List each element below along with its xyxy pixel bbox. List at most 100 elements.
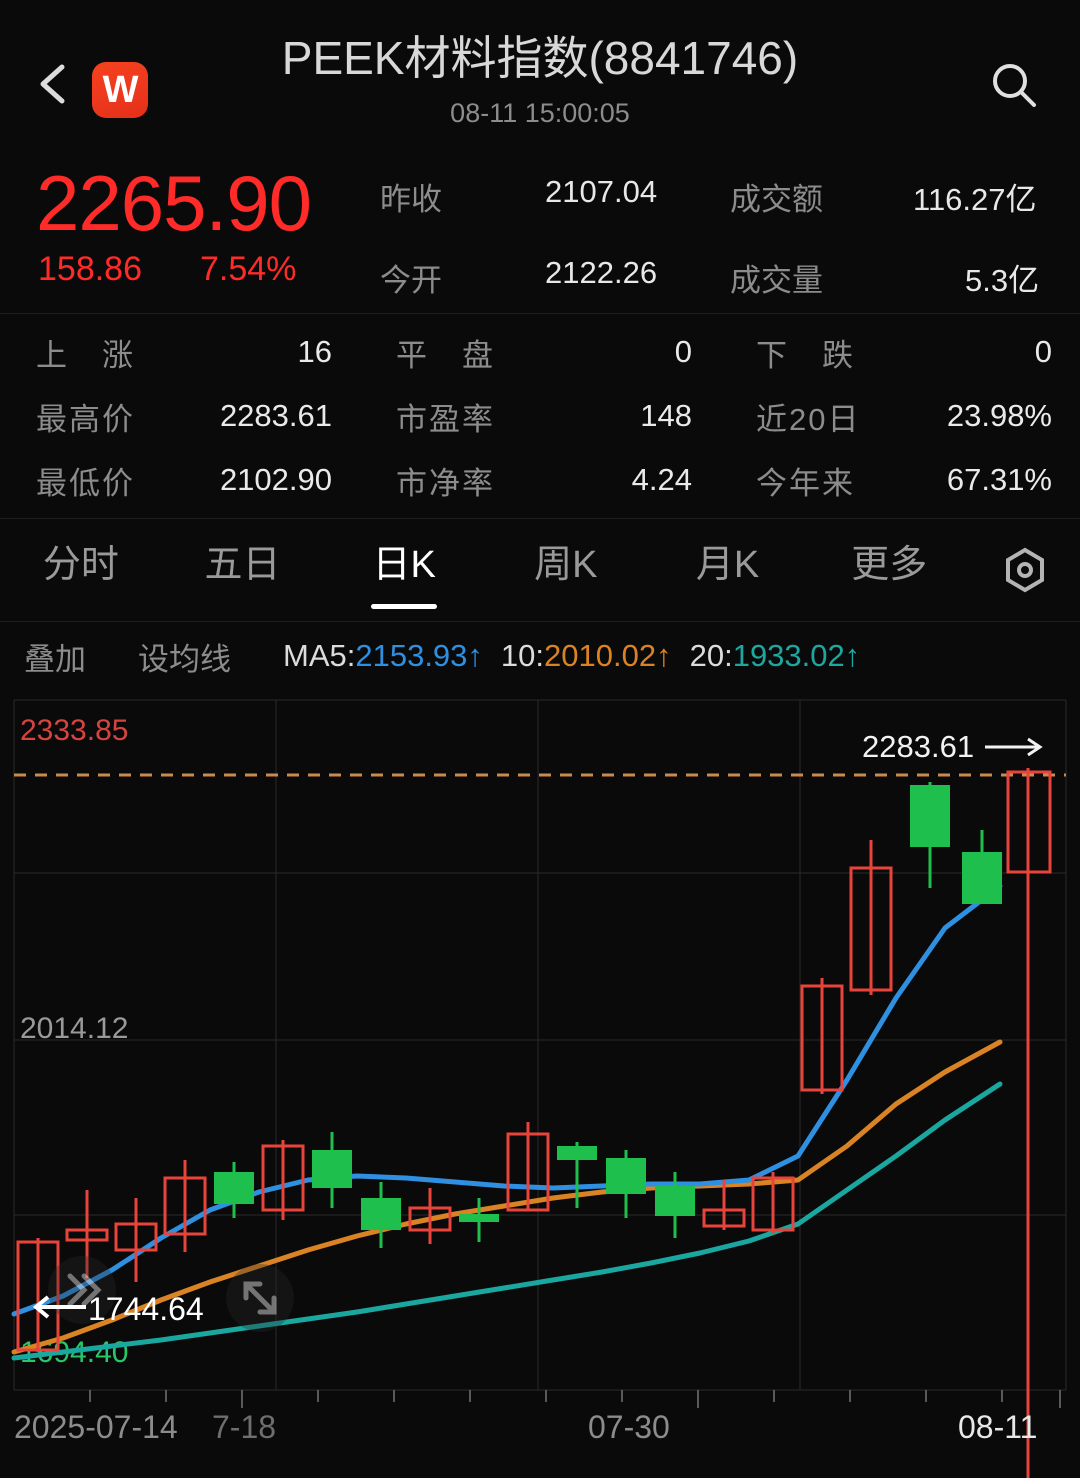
- tab-daily-k[interactable]: 日K: [323, 519, 485, 621]
- x-axis-label-third: 07-30: [588, 1409, 670, 1445]
- app-logo[interactable]: W: [92, 62, 148, 118]
- chart-background: [0, 690, 1080, 1478]
- stats-row: 最低价 2102.90 市净率 4.24 今年来 67.31%: [0, 448, 1080, 512]
- turnover-label: 成交额: [730, 182, 823, 217]
- stat-label: 市盈率: [396, 401, 495, 437]
- tab-more[interactable]: 更多: [851, 544, 928, 586]
- candle: [16, 1238, 60, 1352]
- stat-value: 16: [297, 334, 332, 369]
- stat-unchanged: 平 盘 0: [360, 330, 720, 375]
- stats-grid: 上 涨 16 平 盘 0 下 跌 0 最高价 2283.61 市盈率 148 近: [0, 314, 1080, 519]
- candle: [459, 1198, 499, 1242]
- x-axis-ticks: [89, 1390, 1061, 1408]
- quote-block: 2265.90 158.86 7.54% 昨收 2107.04 成交额 116.…: [0, 150, 1080, 314]
- tab-five-day[interactable]: 五日: [204, 544, 281, 586]
- stat-value: 67.31%: [946, 462, 1052, 497]
- stat-low: 最低价 2102.90: [0, 458, 360, 503]
- last-price: 2265.90: [36, 159, 312, 247]
- stat-label: 平 盘: [396, 337, 495, 373]
- turnover-value: 116.27亿: [913, 182, 1037, 217]
- tab-weekly-k[interactable]: 周K: [534, 544, 598, 586]
- x-axis-label-start: 2025-07-14: [14, 1409, 178, 1445]
- candle-last: [1006, 768, 1052, 1478]
- stat-value: 148: [640, 398, 692, 433]
- tab-intraday[interactable]: 分时: [42, 544, 119, 586]
- ma10-arrow-icon: ↑: [656, 638, 672, 673]
- ma10-value: 2010.02: [544, 638, 657, 673]
- candle: [557, 1142, 597, 1208]
- back-chevron-icon[interactable]: [36, 62, 70, 106]
- ma10-label: 10:: [500, 638, 545, 673]
- stat-value: 0: [674, 334, 692, 369]
- stat-label: 今年来: [756, 465, 855, 501]
- tab-monthly-k[interactable]: 月K: [695, 544, 760, 586]
- ma20-label: 20:: [689, 638, 733, 673]
- candle: [849, 840, 893, 995]
- low-annotation-label: 1744.64: [88, 1291, 204, 1327]
- stats-row: 上 涨 16 平 盘 0 下 跌 0: [0, 320, 1080, 384]
- set-ma-button[interactable]: 设均线: [138, 641, 231, 677]
- stat-label: 最低价: [36, 465, 135, 501]
- candle: [163, 1160, 207, 1252]
- stat-pb-ratio: 市净率 4.24: [360, 458, 720, 503]
- low-annotation-arrow-icon: [32, 1295, 86, 1319]
- stat-decliners: 下 跌 0: [720, 330, 1080, 375]
- stat-high: 最高价 2283.61: [0, 394, 360, 439]
- ma5-arrow-icon: ↑: [467, 638, 483, 673]
- candle: [506, 1122, 550, 1212]
- candle: [114, 1198, 158, 1282]
- high-annotation-arrow-icon: [985, 737, 1043, 757]
- ma5-value: 2153.93: [355, 638, 468, 673]
- search-icon[interactable]: [986, 58, 1042, 114]
- stat-label: 上 涨: [36, 337, 135, 373]
- candlestick-chart[interactable]: 2333.85 2014.12 1694.40 2283.61: [0, 690, 1080, 1478]
- volume-label: 成交量: [730, 263, 823, 298]
- price-change-percent: 7.54%: [200, 250, 297, 288]
- quote-timestamp: 08-11 15:00:05: [450, 98, 630, 128]
- stats-row: 最高价 2283.61 市盈率 148 近20日 23.98%: [0, 384, 1080, 448]
- candle: [800, 978, 844, 1094]
- ma20-value: 1933.02: [732, 638, 845, 673]
- candle: [910, 782, 950, 888]
- price-change: 158.86: [38, 250, 142, 288]
- stat-value: 23.98%: [946, 398, 1052, 433]
- stat-label: 最高价: [36, 401, 135, 437]
- open-value: 2122.26: [545, 255, 658, 290]
- y-axis-top-label: 2333.85: [20, 714, 128, 747]
- stat-label: 下 跌: [756, 337, 855, 373]
- stat-20day-change: 近20日 23.98%: [720, 394, 1080, 439]
- prev-close-label: 昨收: [380, 182, 442, 217]
- ma10-line: [11, 1039, 1003, 1355]
- candle: [312, 1132, 352, 1208]
- candle: [702, 1180, 746, 1230]
- app-header: W PEEK材料指数(8841746) 08-11 15:00:05: [0, 0, 1080, 150]
- ma5-line: [11, 883, 1003, 1317]
- hex-gear-icon[interactable]: [970, 543, 1080, 597]
- page-title: PEEK材料指数(8841746): [281, 32, 799, 84]
- high-annotation-label: 2283.61: [862, 729, 974, 764]
- ma20-line: [11, 1081, 1003, 1361]
- stat-label: 近20日: [756, 401, 861, 437]
- ma5-label: MA5:: [283, 638, 356, 673]
- chart-gridlines-vertical: [13, 700, 1067, 1390]
- stat-value: 4.24: [631, 462, 692, 497]
- x-axis-label-second: 7-18: [212, 1409, 276, 1445]
- volume-value: 5.3亿: [965, 263, 1040, 298]
- candle: [214, 1162, 254, 1218]
- candle: [655, 1172, 695, 1238]
- stat-value: 2102.90: [219, 462, 332, 497]
- chart-tab-bar: 分时 五日 日K 周K 月K 更多: [0, 519, 1080, 622]
- ma20-arrow-icon: ↑: [844, 638, 861, 673]
- candle: [408, 1188, 452, 1244]
- stat-value: 2283.61: [219, 398, 332, 433]
- stat-label: 市净率: [396, 465, 495, 501]
- candle: [361, 1182, 401, 1248]
- open-label: 今开: [380, 263, 442, 298]
- overlay-button[interactable]: 叠加: [24, 641, 86, 677]
- expand-chart-button: [226, 1264, 294, 1332]
- candle: [606, 1150, 646, 1218]
- candle-series: [16, 768, 1052, 1478]
- candle: [751, 1172, 795, 1234]
- stat-value: 0: [1034, 334, 1052, 369]
